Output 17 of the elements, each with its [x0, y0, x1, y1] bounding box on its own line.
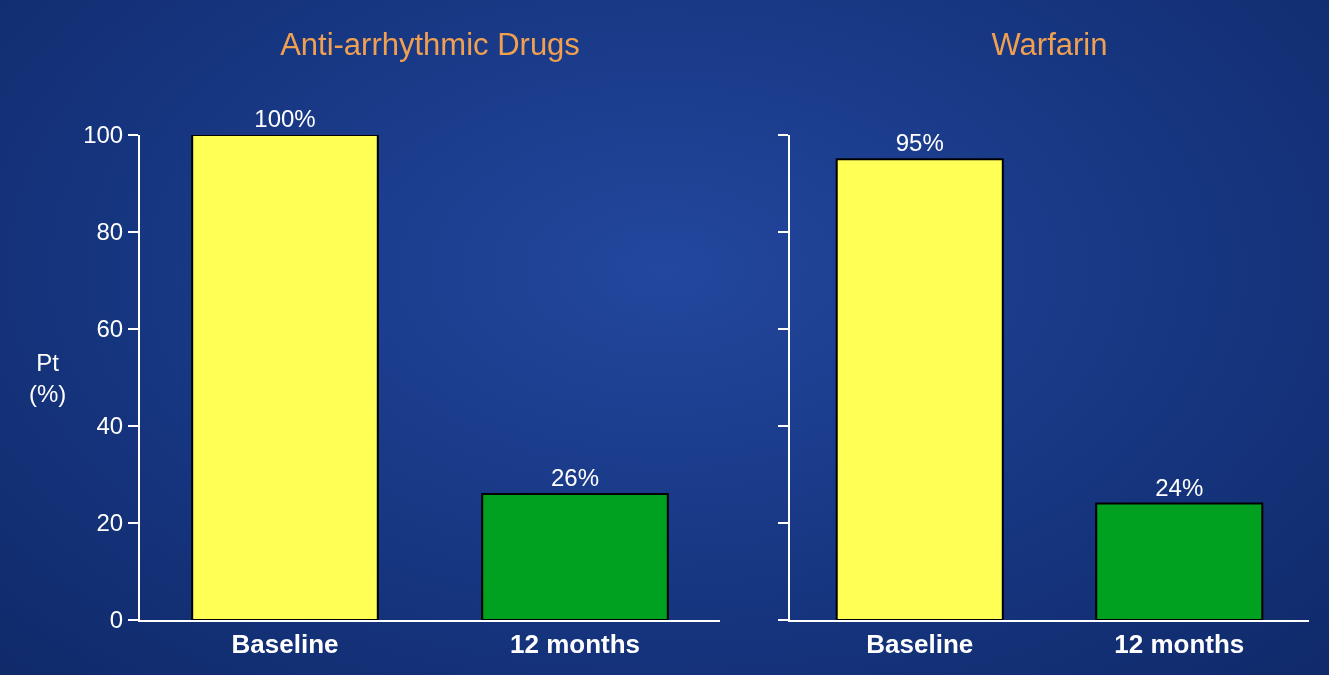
- y-tick-label: 0: [109, 606, 124, 634]
- data-label: 26%: [550, 463, 600, 491]
- y-tick-label: 100: [83, 121, 124, 149]
- chart-title: Warfarin: [991, 27, 1108, 63]
- y-tick-label: 60: [96, 315, 124, 343]
- data-label: 100%: [254, 105, 316, 132]
- x-tick-label: 12 months: [509, 629, 641, 660]
- data-label: 95%: [895, 129, 944, 157]
- data-label: 24%: [1155, 473, 1204, 501]
- chart-title: Anti-arrhythmic Drugs: [280, 27, 580, 63]
- y-tick-label: 80: [96, 218, 124, 246]
- y-axis-title: Pt (%): [29, 349, 67, 408]
- x-tick-label: Baseline: [231, 629, 339, 660]
- x-tick-label: Baseline: [866, 629, 974, 660]
- x-tick-label: 12 months: [1114, 629, 1245, 660]
- y-tick-label: 20: [96, 509, 124, 537]
- y-tick-label: 40: [96, 412, 124, 440]
